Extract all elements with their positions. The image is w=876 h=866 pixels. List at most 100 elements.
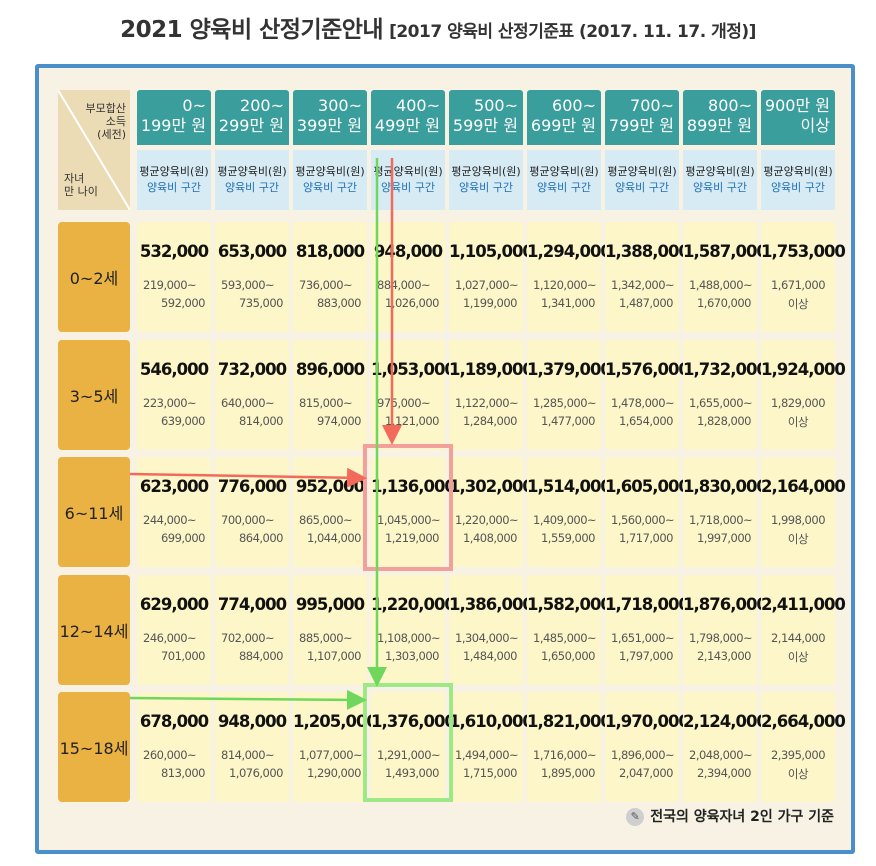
range-value: 814,000 xyxy=(238,414,284,428)
sub-header-avg: 평균양육비(원) xyxy=(607,165,677,178)
average-amount: 1,379,000 xyxy=(527,360,612,379)
range-value: 1,671,000 xyxy=(770,278,826,292)
range-value: 1,303,000 xyxy=(384,649,440,663)
sub-header-avg: 평균양육비(원) xyxy=(139,165,209,178)
table-cell: 2,124,000 2,048,000~ 2,394,000 xyxy=(683,692,768,802)
sub-header-range: 양육비 구간 xyxy=(380,181,436,194)
range-value: 1,829,000 xyxy=(770,396,826,410)
table-cell: 1,821,000 1,716,000~ 1,895,000 xyxy=(527,692,612,802)
average-amount: 1,220,000 xyxy=(371,595,456,614)
average-amount: 1,576,000 xyxy=(605,360,690,379)
table-cell: 1,386,000 1,304,000~ 1,484,000 xyxy=(449,575,534,685)
range-value: 1,828,000 xyxy=(696,414,752,428)
range-value: 592,000 xyxy=(160,296,206,310)
range-value: 223,000~ xyxy=(143,396,197,410)
range-value: 이상 xyxy=(787,650,809,664)
range-value: 814,000~ xyxy=(221,748,275,762)
range-value: 639,000 xyxy=(160,414,206,428)
sub-header-range: 양육비 구간 xyxy=(614,181,670,194)
range-value: 1,199,000 xyxy=(462,296,518,310)
average-amount: 623,000 xyxy=(139,477,209,496)
range-value: 이상 xyxy=(787,297,809,311)
table-cell: 1,205,000 1,077,000~ 1,290,000 xyxy=(293,692,378,802)
range-value: 1,045,000~ xyxy=(377,513,441,527)
range-value: 1,220,000~ xyxy=(455,513,519,527)
range-value: 1,120,000~ xyxy=(533,278,597,292)
range-value: 1,655,000~ xyxy=(689,396,753,410)
average-amount: 1,189,000 xyxy=(449,360,534,379)
table-cell: 1,970,000 1,896,000~ 2,047,000 xyxy=(605,692,690,802)
average-amount: 1,830,000 xyxy=(683,477,768,496)
range-value: 700,000~ xyxy=(221,513,275,527)
highlight-green-box xyxy=(363,683,453,802)
range-value: 883,000 xyxy=(316,296,362,310)
range-value: 1,291,000~ xyxy=(377,748,441,762)
income-header-5: 500~ 599만 원 xyxy=(449,90,523,145)
range-value: 1,494,000~ xyxy=(455,748,519,762)
range-value: 1,716,000~ xyxy=(533,748,597,762)
table-cell: 629,000 246,000~ 701,000 xyxy=(137,575,211,685)
range-value: 736,000~ xyxy=(299,278,353,292)
range-value: 246,000~ xyxy=(143,631,197,645)
range-value: 1,409,000~ xyxy=(533,513,597,527)
average-amount: 1,053,000 xyxy=(371,360,456,379)
corner-diagonal xyxy=(58,90,130,210)
sub-header-8: 평균양육비(원) 양육비 구간 xyxy=(683,150,757,210)
table-cell: 2,164,000 1,998,000 이상 xyxy=(761,457,846,567)
sub-header-avg: 평균양육비(원) xyxy=(217,165,287,178)
sub-header-2: 평균양육비(원) 양육비 구간 xyxy=(215,150,289,210)
table-cell: 1,582,000 1,485,000~ 1,650,000 xyxy=(527,575,612,685)
average-amount: 1,876,000 xyxy=(683,595,768,614)
range-value: 1,478,000~ xyxy=(611,396,675,410)
age-row-header: 12~14세 xyxy=(58,575,130,685)
table-cell: 776,000 700,000~ 864,000 xyxy=(215,457,289,567)
range-value: 1,284,000 xyxy=(462,414,518,428)
range-value: 1,670,000 xyxy=(696,296,752,310)
range-value: 2,144,000 xyxy=(770,631,826,645)
average-amount: 1,605,000 xyxy=(605,477,690,496)
income-header-4: 400~ 499만 원 xyxy=(371,90,445,145)
range-value: 1,076,000 xyxy=(228,766,284,780)
sub-header-range: 양육비 구간 xyxy=(692,181,748,194)
income-header-9: 900만 원 이상 xyxy=(761,90,835,145)
income-header-8: 800~ 899만 원 xyxy=(683,90,757,145)
average-amount: 1,587,000 xyxy=(683,242,768,261)
range-value: 702,000~ xyxy=(221,631,275,645)
table-cell: 1,376,000 1,291,000~ 1,493,000 xyxy=(371,692,456,802)
range-value: 1,997,000 xyxy=(696,531,752,545)
range-value: 865,000~ xyxy=(299,513,353,527)
table-cell: 1,732,000 1,655,000~ 1,828,000 xyxy=(683,340,768,450)
table-cell: 678,000 260,000~ 813,000 xyxy=(137,692,211,802)
range-value: 884,000 xyxy=(238,649,284,663)
sub-header-range: 양육비 구간 xyxy=(458,181,514,194)
average-amount: 1,376,000 xyxy=(371,712,456,731)
table-cell: 818,000 736,000~ 883,000 xyxy=(293,222,367,332)
sub-header-avg: 평균양육비(원) xyxy=(763,165,833,178)
range-value: 1,304,000~ xyxy=(455,631,519,645)
sub-header-1: 평균양육비(원) 양육비 구간 xyxy=(137,150,211,210)
table-cell: 948,000 814,000~ 1,076,000 xyxy=(215,692,289,802)
sub-header-avg: 평균양육비(원) xyxy=(295,165,365,178)
range-value: 이상 xyxy=(787,767,809,781)
average-amount: 1,582,000 xyxy=(527,595,612,614)
average-amount: 1,105,000 xyxy=(449,242,534,261)
income-header-3: 300~ 399만 원 xyxy=(293,90,367,145)
range-value: 2,047,000 xyxy=(618,766,674,780)
average-amount: 952,000 xyxy=(295,477,365,496)
range-value: 885,000~ xyxy=(299,631,353,645)
corner-age-label: 자녀 만 나이 xyxy=(64,172,98,198)
range-value: 1,408,000 xyxy=(462,531,518,545)
average-amount: 653,000 xyxy=(217,242,287,261)
range-value: 1,026,000 xyxy=(384,296,440,310)
average-amount: 1,205,000 xyxy=(293,712,378,731)
range-value: 1,560,000~ xyxy=(611,513,675,527)
age-row-header: 0~2세 xyxy=(58,222,130,332)
sub-header-avg: 평균양육비(원) xyxy=(373,165,443,178)
range-value: 244,000~ xyxy=(143,513,197,527)
range-value: 1,797,000 xyxy=(618,649,674,663)
sub-header-3: 평균양육비(원) 양육비 구간 xyxy=(293,150,367,210)
range-value: 1,121,000 xyxy=(384,414,440,428)
sub-header-6: 평균양육비(원) 양육비 구간 xyxy=(527,150,601,210)
range-value: 1,559,000 xyxy=(540,531,596,545)
average-amount: 818,000 xyxy=(295,242,365,261)
